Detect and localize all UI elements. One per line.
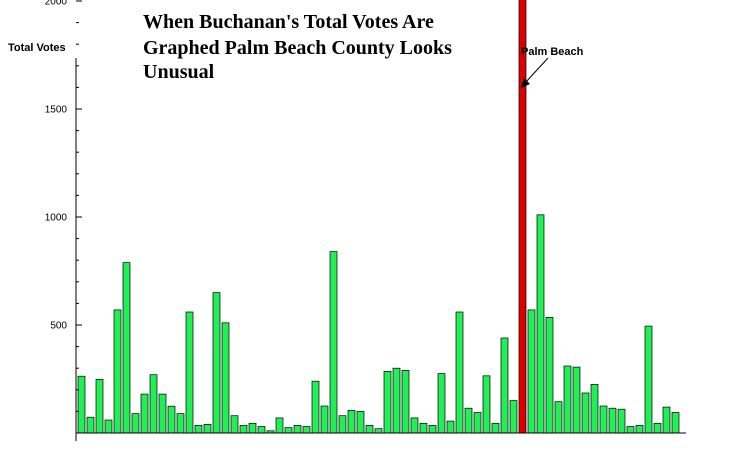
bar: [284, 427, 293, 434]
bar: [482, 375, 491, 434]
bar: [185, 311, 194, 434]
bar: [635, 425, 644, 434]
bar: [248, 422, 257, 434]
bar: [473, 412, 482, 434]
bar: [599, 405, 608, 434]
bar: [158, 393, 167, 434]
bar: [500, 337, 509, 434]
y-major-ticks: 50010001500200025003000: [45, 0, 82, 332]
bar: [365, 425, 374, 434]
bar: [536, 214, 545, 434]
annotation-arrow-head: [521, 78, 530, 88]
bar: [437, 373, 446, 434]
bar: [149, 374, 158, 434]
bar: [410, 417, 419, 434]
bar: [338, 415, 347, 434]
bar: [527, 309, 536, 434]
bar: [563, 365, 572, 434]
y-tick-label: 1000: [45, 213, 68, 224]
y-tick-label: 500: [50, 321, 67, 332]
bar: [590, 384, 599, 434]
bar: [311, 380, 320, 434]
bar: [194, 425, 203, 434]
bar: [203, 424, 212, 434]
bar: [554, 401, 563, 434]
bar: [113, 309, 122, 434]
bar: [608, 407, 617, 434]
bar: [374, 428, 383, 434]
chart-title-line-1: When Buchanan's Total Votes Are: [143, 11, 434, 33]
bar: [509, 400, 518, 434]
chart-title-line-3: Unusual: [143, 61, 215, 83]
y-minor-ticks: [76, 22, 79, 412]
y-tick-label: 2000: [45, 0, 68, 8]
bar: [455, 311, 464, 434]
bar: [545, 317, 554, 434]
bar: [230, 415, 239, 434]
bar: [257, 426, 266, 434]
bar: [95, 379, 104, 434]
bar: [275, 417, 284, 434]
bar-palm-beach: [518, 0, 527, 434]
bar: [140, 393, 149, 434]
bar: [320, 405, 329, 434]
chart-title-line-2: Graphed Palm Beach County Looks: [143, 37, 452, 59]
bar: [419, 422, 428, 434]
bar: [104, 419, 113, 434]
bar: [86, 416, 95, 434]
bars-group: [77, 0, 680, 434]
bar: [581, 392, 590, 434]
annotation-arrow-line: [524, 57, 549, 84]
bar: [293, 425, 302, 434]
bar: [302, 426, 311, 434]
bar: [572, 366, 581, 434]
annotation-label: Palm Beach: [521, 46, 584, 58]
bar: [383, 371, 392, 434]
bar: [671, 412, 680, 434]
bar: [617, 408, 626, 434]
bar: [653, 422, 662, 434]
bar: [212, 292, 221, 434]
bar: [644, 325, 653, 434]
bar: [491, 422, 500, 434]
bar: [122, 262, 131, 434]
bar: [392, 367, 401, 434]
bar: [626, 426, 635, 434]
bar: [401, 370, 410, 434]
bar: [77, 375, 86, 434]
bar: [239, 425, 248, 434]
bar: [329, 251, 338, 434]
bar: [356, 411, 365, 434]
bar: [446, 420, 455, 434]
bar: [347, 409, 356, 434]
y-tick-label: 1500: [45, 105, 68, 116]
bar: [428, 425, 437, 434]
bar: [176, 413, 185, 434]
bar: [464, 407, 473, 434]
bar: [131, 413, 140, 434]
bar: [221, 322, 230, 434]
bar: [662, 406, 671, 434]
bar: [167, 405, 176, 434]
y-axis-label: Total Votes: [8, 42, 66, 54]
